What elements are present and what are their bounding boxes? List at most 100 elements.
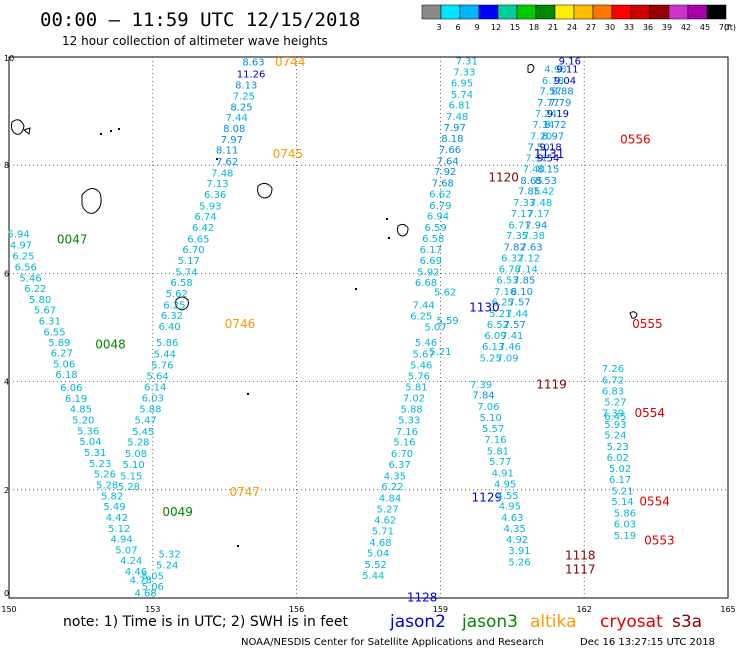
y-tick-label: 4 <box>4 378 9 387</box>
wave-height-label: 5.77 <box>489 457 511 468</box>
wave-height-label: 5.05 <box>142 571 164 582</box>
wave-height-label: 7.41 <box>501 331 523 342</box>
pass-time-label: 0047 <box>57 232 88 246</box>
wave-height-label: 6.58 <box>170 278 192 289</box>
wave-height-label: 5.64 <box>146 372 168 383</box>
wave-height-label: 8.65 <box>520 176 542 187</box>
pass-time-label: 0555 <box>632 317 663 331</box>
wave-height-label: 6.25 <box>12 252 34 263</box>
wave-height-label: 5.19 <box>614 531 636 542</box>
legend-entry-s3a: s3a <box>672 612 702 632</box>
wave-height-label: 7.17 <box>511 209 533 220</box>
y-tick-label: 0 <box>4 589 9 598</box>
wave-height-label: 6.25 <box>410 312 432 323</box>
island-dot <box>388 237 390 239</box>
colorbar-label: 24 <box>567 23 577 32</box>
wave-height-label: 5.24 <box>156 561 178 572</box>
island-dot <box>118 128 120 130</box>
wave-height-label: 5.49 <box>103 502 125 513</box>
wave-height-label: 6.81 <box>448 101 470 112</box>
wave-height-label: 5.27 <box>377 504 399 515</box>
wave-height-label: 6.40 <box>158 322 180 333</box>
wave-height-label: 7.39 <box>602 409 624 420</box>
wave-height-label: 6.94 <box>427 212 449 223</box>
wave-height-label: 5.07 <box>115 545 137 556</box>
wave-height-label: 5.46 <box>415 338 437 349</box>
pass-time-label: 1117 <box>565 562 596 576</box>
colorbar-label: 6 <box>455 23 460 32</box>
colorbar-swatch <box>611 4 632 20</box>
wave-height-label: 5.07 <box>424 323 446 334</box>
island-dot <box>386 218 388 220</box>
wave-height-label: 7.35 <box>506 231 528 242</box>
wave-height-label: 5.82 <box>101 491 123 502</box>
wave-height-label: 5.04 <box>79 437 101 448</box>
wave-height-label: 5.15 <box>120 471 142 482</box>
island-outline <box>175 296 189 311</box>
pass-time-label: 0556 <box>620 132 651 146</box>
pass-time-label: 0553 <box>644 534 675 548</box>
colorbar-label: 15 <box>510 23 520 32</box>
colorbar-swatch <box>459 4 480 20</box>
wave-height-label: 6.02 <box>607 453 629 464</box>
data-marks: 5.944.976.256.565.466.225.805.676.316.55… <box>7 55 674 605</box>
wave-height-label: 6.09 <box>484 331 506 342</box>
wave-height-label: 5.06 <box>53 359 75 370</box>
wave-height-label: 5.10 <box>122 460 144 471</box>
wave-height-label: 7.31 <box>456 56 478 67</box>
axis-ticks: 150 153 156 159 162 165 0 2 4 6 8 10 <box>1 54 735 614</box>
wave-height-label: 6.18 <box>55 370 77 381</box>
wave-height-label: 6.59 <box>424 223 446 234</box>
wave-height-label: 6.70 <box>182 245 204 256</box>
wave-height-label: 7.16 <box>484 435 506 446</box>
colorbar-label: 33 <box>624 23 634 32</box>
wave-height-label: 7.09 <box>496 353 518 364</box>
pass-time-label: 1118 <box>565 548 596 562</box>
footer-timestamp: Dec 16 13:27:15 UTC 2018 <box>580 637 715 648</box>
wave-height-label: 4.35 <box>504 524 526 535</box>
wave-height-label: 8.08 <box>223 124 245 135</box>
wave-height-label: 7.46 <box>499 342 521 353</box>
wave-height-label: 11.26 <box>237 69 266 80</box>
wave-height-label: 5.81 <box>405 383 427 394</box>
wave-height-label: 5.74 <box>175 267 197 278</box>
wave-height-label: 7.39 <box>470 380 492 391</box>
wave-height-label: 7.33 <box>453 68 475 79</box>
wave-height-label: 6.71 <box>508 220 530 231</box>
colorbar-swatch <box>478 4 499 20</box>
pass-time-label: 0746 <box>225 317 256 331</box>
wave-height-label: 7.25 <box>233 91 255 102</box>
island-dot <box>110 130 112 132</box>
wave-height-label: 6.74 <box>194 212 216 223</box>
wave-height-label: 5.28 <box>118 482 140 493</box>
wave-height-label: 5.24 <box>604 431 626 442</box>
wave-height-label: 5.67 <box>34 306 56 317</box>
colorbar-label: 9 <box>474 23 479 32</box>
island-outline <box>11 119 25 135</box>
wave-height-label: 9.16 <box>559 56 581 67</box>
colorbar-label: 36 <box>643 23 653 32</box>
pass-time-label: 0745 <box>273 147 304 161</box>
wave-height-label: 8.53 <box>535 176 557 187</box>
wave-height-label: 6.79 <box>429 201 451 212</box>
wave-height-label: 6.03 <box>142 393 164 404</box>
wave-height-label: 5.88 <box>139 405 161 416</box>
pass-time-label: 0554 <box>639 495 670 509</box>
colorbar-swatch <box>687 4 708 20</box>
wave-height-label: 5.93 <box>199 201 221 212</box>
wave-height-label: 5.28 <box>127 438 149 449</box>
wave-height-label: 7.33 <box>513 198 535 209</box>
wave-height-label: 5.94 <box>7 229 29 240</box>
wave-height-label: 5.21 <box>429 347 451 358</box>
island-outline <box>257 182 273 199</box>
wave-height-label: 7.84 <box>472 391 494 402</box>
wave-height-label: 5.57 <box>482 424 504 435</box>
wave-height-label: 5.62 <box>434 287 456 298</box>
wave-height-label: 6.36 <box>204 190 226 201</box>
wave-height-label: 6.45 <box>604 412 626 423</box>
wave-height-label: 7.57 <box>540 87 562 98</box>
wave-height-label: 8.18 <box>441 134 463 145</box>
satellite-legend: jason2 jason3 altika cryosat s3a <box>389 612 702 632</box>
wave-height-label: 4.62 <box>374 516 396 527</box>
